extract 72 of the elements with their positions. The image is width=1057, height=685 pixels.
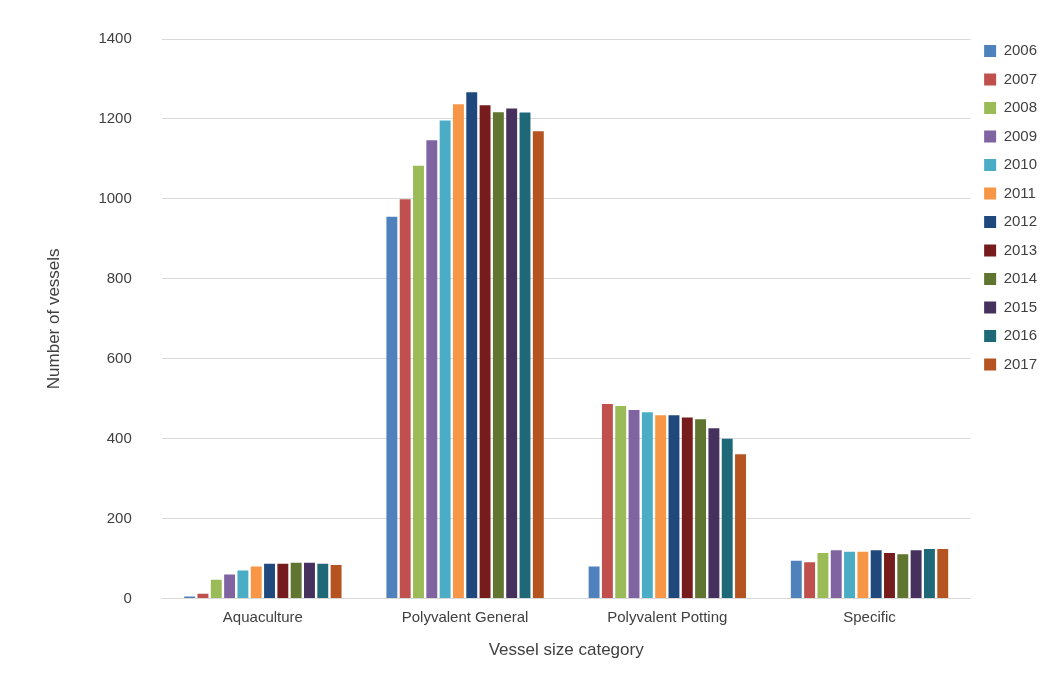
legend-label: 2008 [1003, 98, 1038, 116]
bar [386, 216, 398, 599]
bar [708, 428, 720, 599]
y-tick-label: 1400 [98, 29, 132, 47]
y-tick-label: 800 [106, 268, 132, 286]
bar [439, 120, 451, 599]
bar [452, 104, 464, 599]
bar [897, 554, 909, 599]
bar [910, 550, 922, 599]
bar [870, 550, 882, 599]
bar [937, 549, 949, 599]
bar [264, 563, 275, 599]
legend-label: 2014 [1003, 269, 1038, 287]
bar [250, 566, 262, 599]
bar [735, 454, 746, 599]
bar [804, 562, 816, 599]
legend-label: 2017 [1003, 354, 1038, 372]
legend-label: 2010 [1003, 155, 1038, 173]
y-tick-label: 200 [106, 508, 132, 526]
bar [466, 92, 478, 599]
legend-label: 2015 [1003, 297, 1038, 315]
bar [790, 560, 802, 599]
bar [519, 112, 531, 599]
legend-label: 2013 [1003, 240, 1038, 258]
x-tick-label: Polyvalent Potting [607, 607, 728, 625]
legend-label: 2009 [1003, 126, 1038, 144]
x-tick-label: Aquaculture [222, 607, 303, 625]
bar [628, 409, 640, 599]
y-tick-label: 1000 [98, 189, 132, 207]
bar [330, 565, 342, 599]
bar [668, 415, 680, 599]
legend-label: 2007 [1003, 69, 1038, 87]
bar [224, 574, 236, 599]
bar [506, 108, 518, 599]
bar [317, 563, 329, 599]
bar [721, 438, 733, 599]
bar [844, 551, 856, 599]
bar [479, 105, 491, 599]
bar [290, 562, 302, 599]
bar [601, 403, 613, 599]
bar [237, 570, 249, 599]
x-tick-label: Specific [843, 607, 897, 625]
y-tick-label: 0 [123, 588, 132, 606]
bar [923, 549, 935, 599]
bar [210, 579, 222, 599]
bar [426, 140, 438, 599]
bar [492, 112, 504, 599]
legend-label: 2011 [1003, 183, 1036, 201]
y-tick-label: 400 [106, 428, 132, 446]
bar [681, 417, 693, 599]
y-tick-label: 1200 [98, 109, 132, 127]
x-tick-label: Polyvalent General [401, 607, 529, 625]
legend-label: 2012 [1003, 212, 1038, 230]
bar [588, 566, 600, 599]
y-axis-title: Number of vessels [43, 248, 63, 390]
bar [277, 563, 289, 599]
bar [655, 415, 667, 599]
x-axis-title: Vessel size category [488, 640, 645, 660]
legend-label: 2006 [1003, 41, 1038, 59]
legend-label: 2016 [1003, 326, 1038, 344]
bar [857, 551, 869, 599]
bar [304, 562, 315, 599]
bar [695, 419, 707, 599]
bar [413, 165, 424, 599]
bar [615, 405, 627, 599]
bar [641, 412, 653, 599]
y-tick-label: 600 [106, 348, 132, 366]
bar [884, 553, 895, 599]
bar [817, 553, 829, 599]
bar [532, 131, 544, 599]
bar [399, 199, 411, 599]
bar [830, 550, 842, 599]
